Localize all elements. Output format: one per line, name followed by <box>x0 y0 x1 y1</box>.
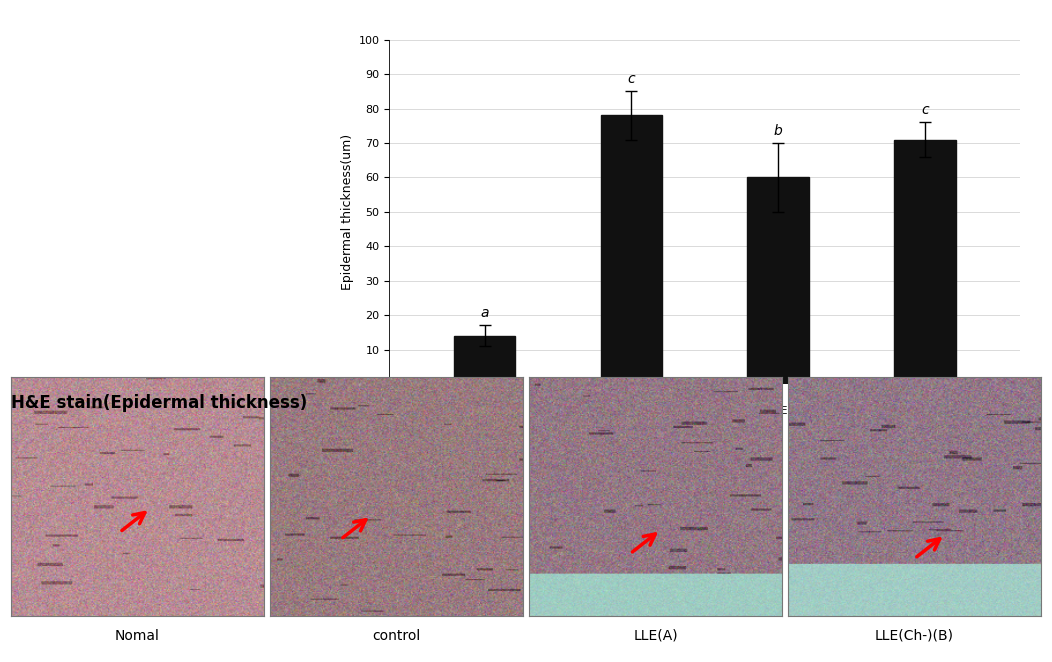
Text: LLE: LLE <box>768 406 788 416</box>
Text: H&E stain(Epidermal thickness): H&E stain(Epidermal thickness) <box>11 394 307 412</box>
Text: LLE(Ch-): LLE(Ch-) <box>902 406 949 416</box>
Text: Sample: Sample <box>385 406 431 416</box>
Y-axis label: Epidermal thickness(um): Epidermal thickness(um) <box>341 134 355 290</box>
Text: Nomal: Nomal <box>115 629 160 643</box>
Text: LLE(A): LLE(A) <box>633 629 677 643</box>
Bar <box>601 115 663 384</box>
Text: -: - <box>483 434 487 444</box>
Bar <box>747 177 809 384</box>
Text: DNCB: DNCB <box>385 434 420 444</box>
Text: +: + <box>627 434 636 444</box>
Text: C: C <box>628 406 635 416</box>
Text: +: + <box>920 434 930 444</box>
Text: control: control <box>372 629 421 643</box>
Text: c: c <box>922 103 929 117</box>
Text: +: + <box>773 434 783 444</box>
Bar <box>894 140 956 384</box>
Text: b: b <box>774 124 783 138</box>
Bar <box>453 336 515 384</box>
Text: c: c <box>628 72 635 86</box>
Text: a: a <box>481 307 489 320</box>
Text: N: N <box>481 406 489 416</box>
Text: LLE(Ch-)(B): LLE(Ch-)(B) <box>875 629 954 643</box>
